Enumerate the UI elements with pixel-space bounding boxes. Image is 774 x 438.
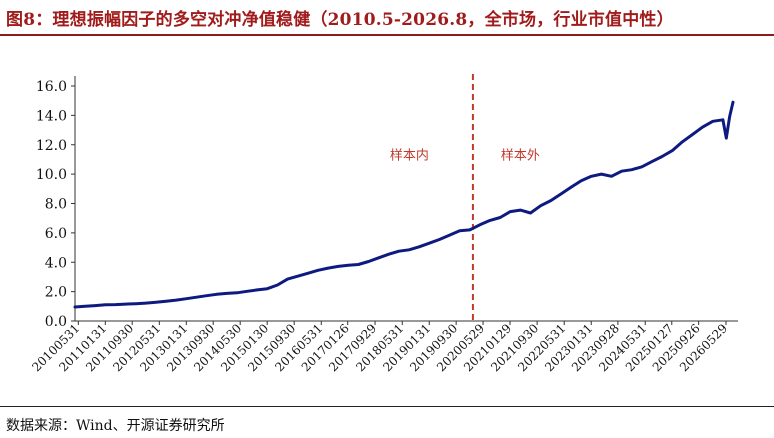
y-tick-label: 2.0: [45, 285, 67, 301]
y-tick-label: 4.0: [45, 255, 67, 271]
figure-title: 图8：理想振幅因子的多空对冲净值稳健（2010.5-2026.8，全市场，行业市…: [6, 10, 674, 30]
line-chart: 0.0 2.0 4.0 6.0 8.0 10.0 12.0 14.0 16.0 20100531…: [29, 74, 738, 374]
y-tick-labels: 0.0 2.0 4.0 6.0 8.0 10.0 12.0 14.0 16.0: [36, 79, 75, 330]
source-note: 数据来源：Wind、开源证券研究所: [6, 418, 225, 434]
annotations: 样本内 样本外: [390, 147, 540, 163]
axes: [74, 76, 738, 322]
y-tick-label: 14.0: [36, 108, 67, 124]
annotation-in-sample: 样本内: [390, 147, 429, 163]
y-tick-label: 16.0: [36, 79, 67, 95]
y-tick-label: 8.0: [45, 197, 67, 213]
x-tick-labels: 2010053120110131201109302012053120130131…: [29, 321, 730, 374]
series-line: [73, 100, 735, 309]
y-tick-label: 10.0: [36, 167, 67, 183]
chart-area: 0.0 2.0 4.0 6.0 8.0 10.0 12.0 14.0 16.0 20100531…: [0, 36, 774, 408]
y-tick-label: 0.0: [45, 314, 67, 330]
series-group: [73, 100, 735, 309]
title-bar: 图8：理想振幅因子的多空对冲净值稳健（2010.5-2026.8，全市场，行业市…: [0, 0, 774, 36]
annotation-out-of-sample: 样本外: [501, 148, 540, 163]
y-tick-label: 12.0: [36, 138, 67, 154]
source-bar: 数据来源：Wind、开源证券研究所: [0, 406, 774, 438]
y-tick-label: 6.0: [45, 226, 67, 242]
